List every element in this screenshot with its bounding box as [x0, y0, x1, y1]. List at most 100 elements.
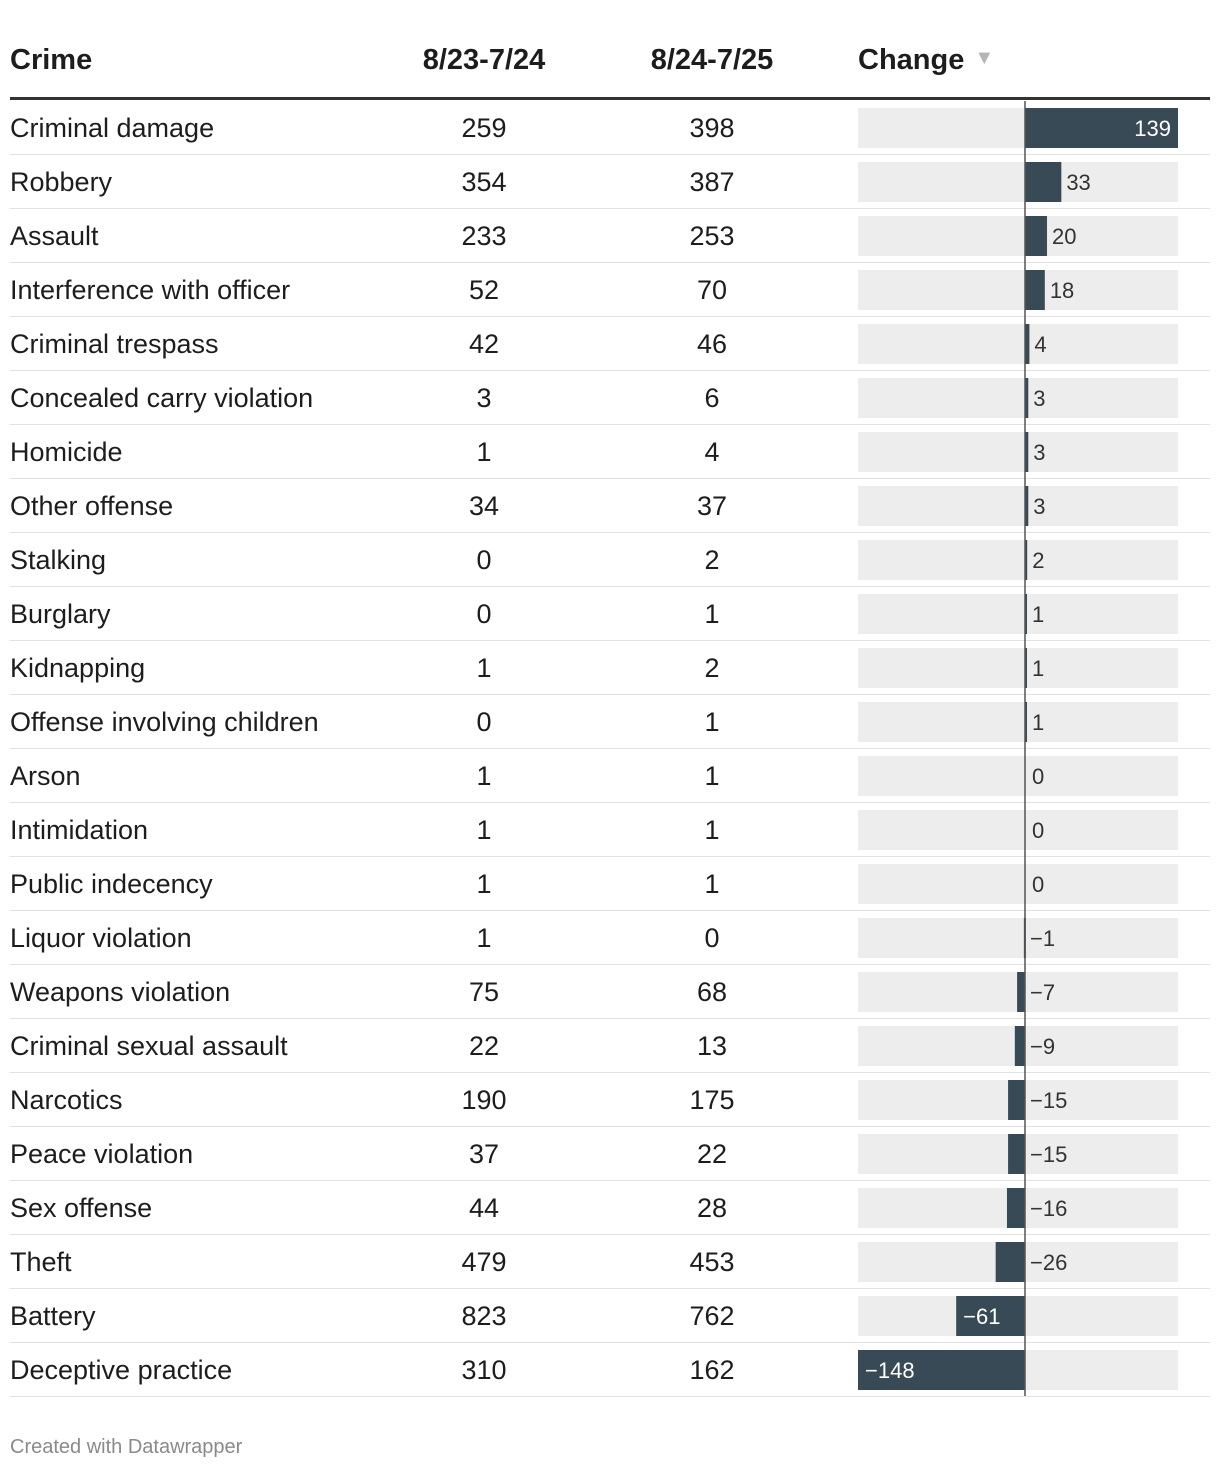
- period1-value-cell: 42: [468, 329, 500, 359]
- period2-value-cell: 0: [704, 923, 720, 953]
- period2-value-cell: 28: [696, 1193, 728, 1223]
- period1-value-cell: 190: [461, 1085, 507, 1115]
- table-header: Crime 8/23-7/24 8/24-7/25 Change ▼: [10, 0, 1210, 100]
- crime-cell: Criminal sexual assault: [10, 1031, 288, 1061]
- table-row: Stalking 0 2: [10, 533, 1210, 587]
- period2-value-cell: 453: [689, 1247, 735, 1277]
- period2-value-cell: 46: [696, 329, 728, 359]
- period2-value-cell: 70: [696, 275, 728, 305]
- period2-value-cell: 13: [696, 1031, 728, 1061]
- crime-cell: Liquor violation: [10, 923, 192, 953]
- period1-value-cell: 479: [461, 1247, 507, 1277]
- period2-value-cell: 2: [704, 545, 720, 575]
- table-row: Concealed carry violation 3 6: [10, 371, 1210, 425]
- period1-value-cell: 1: [476, 923, 492, 953]
- header-change[interactable]: Change ▼: [858, 44, 994, 77]
- table-row: Other offense 34 37: [10, 479, 1210, 533]
- crime-cell: Public indecency: [10, 869, 213, 899]
- period1-value-cell: 0: [476, 599, 492, 629]
- crime-cell: Offense involving children: [10, 707, 319, 737]
- period2-value-cell: 162: [689, 1355, 735, 1385]
- table-row: Intimidation 1 1: [10, 803, 1210, 857]
- table-row: Narcotics 190 175: [10, 1073, 1210, 1127]
- crime-cell: Peace violation: [10, 1139, 194, 1169]
- period1-value-cell: 52: [468, 275, 500, 305]
- period1-value-cell: 354: [461, 167, 507, 197]
- period2-value-cell: 68: [696, 977, 728, 1007]
- period2-value-cell: 398: [689, 113, 735, 143]
- crime-cell: Sex offense: [10, 1193, 153, 1223]
- header-change-label: Change: [858, 44, 965, 76]
- period2-value-cell: 1: [704, 761, 720, 791]
- period1-value-cell: 310: [461, 1355, 507, 1385]
- period1-value-cell: 0: [476, 545, 492, 575]
- period2-value-cell: 1: [704, 707, 720, 737]
- table-row: Homicide 1 4: [10, 425, 1210, 479]
- crime-cell: Deceptive practice: [10, 1355, 233, 1385]
- table-row: Assault 233 253: [10, 209, 1210, 263]
- table-row: Offense involving children 0 1: [10, 695, 1210, 749]
- table-row: Weapons violation 75 68: [10, 965, 1210, 1019]
- period1-value-cell: 22: [468, 1031, 500, 1061]
- period2-value-cell: 1: [704, 599, 720, 629]
- table-row: Kidnapping 1 2: [10, 641, 1210, 695]
- period1-value-cell: 75: [468, 977, 500, 1007]
- period1-value-cell: 823: [461, 1301, 507, 1331]
- crime-cell: Burglary: [10, 599, 111, 629]
- period1-value-cell: 259: [461, 113, 507, 143]
- period2-value-cell: 175: [689, 1085, 735, 1115]
- sort-descending-icon[interactable]: ▼: [974, 46, 995, 69]
- header-crime[interactable]: Crime: [10, 44, 93, 76]
- period2-value-cell: 1: [704, 869, 720, 899]
- crime-cell: Arson: [10, 761, 81, 791]
- crime-cell: Narcotics: [10, 1085, 123, 1115]
- table-row: Criminal damage 259 398: [10, 101, 1210, 155]
- period1-value-cell: 1: [476, 815, 492, 845]
- period1-value-cell: 1: [476, 653, 492, 683]
- crime-cell: Assault: [10, 221, 99, 251]
- period2-value-cell: 762: [689, 1301, 735, 1331]
- period2-value-cell: 253: [689, 221, 735, 251]
- period1-value-cell: 0: [476, 707, 492, 737]
- table-row: Burglary 0 1: [10, 587, 1210, 641]
- period2-value-cell: 6: [704, 383, 720, 413]
- period2-value-cell: 22: [696, 1139, 728, 1169]
- period2-value-cell: 2: [704, 653, 720, 683]
- header-period-1[interactable]: 8/23-7/24: [422, 44, 546, 76]
- table-row: Liquor violation 1 0: [10, 911, 1210, 965]
- table-row: Criminal trespass 42 46: [10, 317, 1210, 371]
- datawrapper-credit[interactable]: Created with Datawrapper: [10, 1436, 243, 1458]
- crime-cell: Criminal damage: [10, 113, 215, 143]
- crime-cell: Robbery: [10, 167, 113, 197]
- table-row: Robbery 354 387: [10, 155, 1210, 209]
- period1-value-cell: 44: [468, 1193, 500, 1223]
- period1-value-cell: 3: [476, 383, 492, 413]
- table-row: Interference with officer 52 70: [10, 263, 1210, 317]
- table-row: Criminal sexual assault 22 13: [10, 1019, 1210, 1073]
- table-row: Theft 479 453: [10, 1235, 1210, 1289]
- crime-cell: Weapons violation: [10, 977, 231, 1007]
- crime-cell: Battery: [10, 1301, 96, 1331]
- crime-cell: Other offense: [10, 491, 174, 521]
- crime-cell: Theft: [10, 1247, 72, 1277]
- table-row: Public indecency 1 1: [10, 857, 1210, 911]
- period1-value-cell: 34: [468, 491, 500, 521]
- header-period-2[interactable]: 8/24-7/25: [650, 44, 774, 76]
- crime-cell: Homicide: [10, 437, 123, 467]
- table-row: Deceptive practice 310 162: [10, 1343, 1210, 1397]
- table-row: Arson 1 1: [10, 749, 1210, 803]
- table-row: Battery 823 762: [10, 1289, 1210, 1343]
- crime-cell: Intimidation: [10, 815, 149, 845]
- table-row: Sex offense 44 28: [10, 1181, 1210, 1235]
- period1-value-cell: 233: [461, 221, 507, 251]
- crime-cell: Stalking: [10, 545, 107, 575]
- period1-value-cell: 1: [476, 761, 492, 791]
- period2-value-cell: 4: [704, 437, 720, 467]
- crime-cell: Criminal trespass: [10, 329, 219, 359]
- period1-value-cell: 1: [476, 869, 492, 899]
- period2-value-cell: 37: [696, 491, 728, 521]
- table-row: Peace violation 37 22: [10, 1127, 1210, 1181]
- crime-cell: Kidnapping: [10, 653, 146, 683]
- crime-cell: Interference with officer: [10, 275, 291, 305]
- period2-value-cell: 387: [689, 167, 735, 197]
